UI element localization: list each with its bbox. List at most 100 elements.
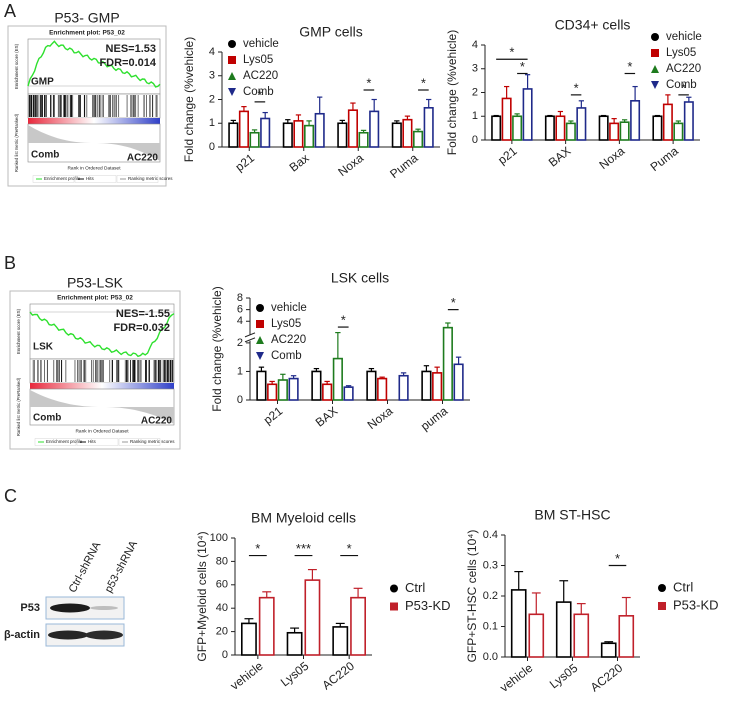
legend-label: Ctrl <box>405 580 425 595</box>
gsea-group: LSK <box>33 342 54 353</box>
band <box>90 606 118 610</box>
bar <box>413 130 424 148</box>
x-tick-label: AC220 <box>588 661 626 695</box>
significance-label: * <box>615 551 620 566</box>
x-tick-label: Lys05 <box>547 661 581 692</box>
y-tick-label: 2 <box>237 337 243 349</box>
axis-break <box>246 334 254 341</box>
gsea-legend-label: Hits <box>86 176 94 181</box>
bar <box>683 101 694 141</box>
x-tick-label: vehicle <box>497 661 535 695</box>
bar <box>630 100 641 141</box>
legend-label: Lys05 <box>666 47 696 59</box>
legend-marker <box>390 584 398 593</box>
legend-label: vehicle <box>666 31 702 43</box>
significance-label: * <box>574 80 579 95</box>
legend-label: AC220 <box>243 70 278 82</box>
legend-marker <box>228 40 236 48</box>
bar <box>332 357 343 401</box>
bar <box>565 122 576 141</box>
y-tick-label: 2 <box>209 93 215 105</box>
gsea-legend-box <box>74 175 117 183</box>
x-tick-label: p21 <box>233 151 258 175</box>
metric-area <box>30 390 174 424</box>
y-tick-label: 0 <box>472 134 478 146</box>
significance-label: * <box>347 541 352 556</box>
x-tick-label: Bax <box>287 151 312 175</box>
gsea-legend-label: Enrichment profile <box>46 439 83 444</box>
es-axis-label: Enrichment score (ES) <box>14 43 19 89</box>
y-tick-label: 100 <box>210 532 228 544</box>
y-tick-label: 0 <box>237 394 243 406</box>
bar <box>598 115 609 141</box>
bar <box>286 631 303 656</box>
gsea-legend-label: Ranking metric scores <box>128 176 173 181</box>
metric-axis-label: Ranked list metric (PreRanked) <box>14 113 19 172</box>
panel-label: B <box>4 253 16 273</box>
bar <box>421 370 432 401</box>
bar <box>423 107 434 148</box>
fdr: FDR=0.014 <box>99 57 156 69</box>
bar <box>402 118 413 148</box>
legend-marker <box>651 81 659 89</box>
nes: NES=-1.55 <box>116 308 170 320</box>
y-axis-label: GFP+Myeloid cells (10⁴) <box>195 531 209 661</box>
bar <box>293 120 304 148</box>
bar <box>544 115 555 141</box>
y-axis-label: GFP+ST-HSC cells (10⁴) <box>465 530 479 663</box>
y-tick-label: 2 <box>472 86 478 98</box>
legend-label: Ctrl <box>673 579 693 594</box>
legend-label: AC220 <box>271 334 306 346</box>
y-tick-label: 80 <box>216 555 228 567</box>
es-axis-label: Enrichment score (ES) <box>16 308 21 354</box>
rank-gradient <box>30 383 174 389</box>
legend-label: Lys05 <box>243 54 273 66</box>
panel-label: A <box>4 1 16 21</box>
gsea-legend-label: Ranking metric scores <box>130 439 175 444</box>
bar <box>282 122 293 148</box>
bar <box>652 115 663 141</box>
legend-marker <box>228 88 236 96</box>
lane-label: p53-shRNA <box>103 538 141 594</box>
bar <box>528 613 545 658</box>
bar <box>662 103 673 141</box>
bar <box>249 131 260 148</box>
bar <box>442 326 453 401</box>
legend-marker <box>256 304 264 312</box>
gsea-x-axis: Rank in Ordered Dataset <box>67 165 121 171</box>
protein-label: P53 <box>20 602 40 614</box>
significance-label: * <box>257 87 262 102</box>
y-tick-label: 8 <box>237 292 243 304</box>
x-tick-label: p21 <box>261 404 286 428</box>
legend-label: Lys05 <box>271 318 301 330</box>
legend-marker <box>256 320 264 328</box>
x-tick-label: Noxa <box>365 404 396 432</box>
y-tick-label: 0.2 <box>483 590 498 602</box>
x-tick-label: vehicle <box>228 659 266 693</box>
gsea-bottom-right: AC220 <box>141 416 173 427</box>
x-tick-label: Noxa <box>596 144 627 172</box>
bar <box>350 596 366 656</box>
significance-label: * <box>681 80 686 95</box>
rank-gradient <box>28 118 160 124</box>
bar <box>453 363 464 401</box>
chart-title: CD34+ cells <box>555 17 631 33</box>
legend-marker <box>658 602 666 610</box>
chart-title: GMP cells <box>299 24 363 40</box>
bar <box>311 370 322 401</box>
bar <box>347 109 358 148</box>
legend-marker <box>390 602 398 611</box>
x-tick-label: puma <box>418 404 451 434</box>
gsea-group: GMP <box>31 77 54 88</box>
significance-label: * <box>255 541 260 556</box>
axis-break-mark <box>244 332 256 338</box>
chart-title: BM ST-HSC <box>534 507 610 523</box>
x-tick-label: Puma <box>648 144 682 175</box>
y-axis-label: Fold change (%vehicle) <box>182 37 196 162</box>
legend-label: vehicle <box>243 38 279 50</box>
gsea-plot-title: Enrichment plot: P53_02 <box>57 295 133 302</box>
enrichment-curve <box>29 311 175 358</box>
bar <box>337 122 348 148</box>
significance-label: * <box>341 313 346 328</box>
legend-marker <box>651 65 659 73</box>
